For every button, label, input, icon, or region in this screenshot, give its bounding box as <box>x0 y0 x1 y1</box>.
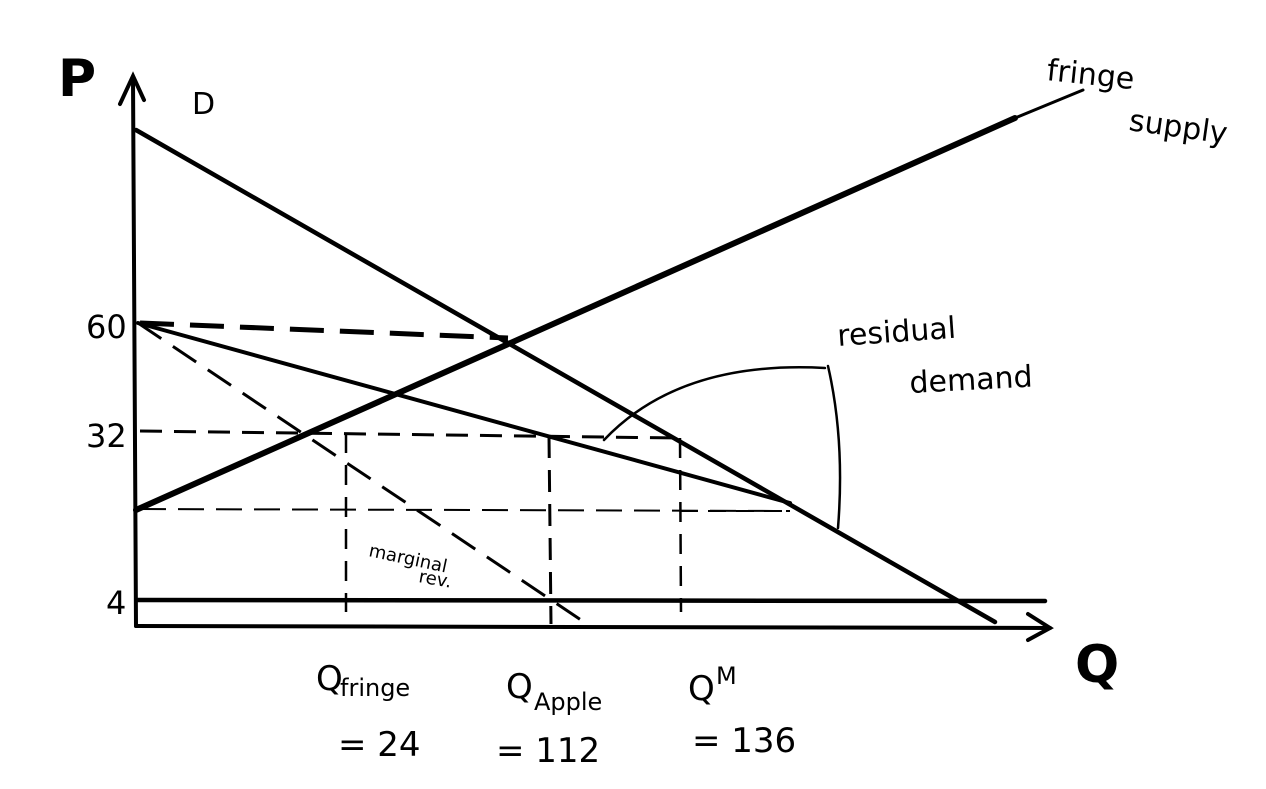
marginal-revenue-label-line2: rev. <box>417 566 453 592</box>
price-tick-32: 32 <box>86 417 127 455</box>
fringe-supply-label-line1: fringe <box>1045 53 1136 97</box>
q-fringe-label: Q fringe = 24 <box>316 659 421 765</box>
q-monopoly-letter: Q <box>688 669 715 709</box>
residual-demand-bracket <box>602 364 842 530</box>
guide-q-monopoly <box>678 437 683 613</box>
x-axis <box>134 624 1052 630</box>
q-apple-subscript: Apple <box>534 688 602 716</box>
price-tick-4: 4 <box>106 584 126 622</box>
q-apple-letter: Q <box>506 667 533 707</box>
q-monopoly-value: = 136 <box>692 721 796 761</box>
price-tick-60: 60 <box>86 308 127 346</box>
y-axis <box>131 76 138 628</box>
demand-label: D <box>192 87 215 122</box>
q-fringe-value: = 24 <box>338 725 421 765</box>
q-monopoly-label: Q M = 136 <box>688 662 796 761</box>
fringe-supply-curve <box>133 115 1018 513</box>
residual-demand-label-line1: residual <box>836 311 957 354</box>
marginal-revenue-curve <box>137 321 591 628</box>
residual-demand-curve <box>136 321 792 505</box>
q-fringe-subscript: fringe <box>340 674 410 702</box>
residual-demand-label-line2: demand <box>909 360 1034 401</box>
axes <box>118 71 1054 642</box>
guide-price-60 <box>139 320 509 341</box>
guide-q-apple <box>547 435 553 625</box>
x-axis-label: Q <box>1075 635 1119 695</box>
marginal-cost-line <box>135 597 1048 604</box>
q-apple-label: Q Apple = 112 <box>496 667 602 771</box>
fringe-supply-curve-tail <box>1013 88 1085 120</box>
x-axis-arrow <box>1026 612 1054 642</box>
guide-price-32 <box>139 429 679 440</box>
y-axis-arrow <box>118 71 146 106</box>
demand-curve <box>133 127 998 625</box>
y-axis-label: P <box>58 49 96 109</box>
fringe-supply-label-line2: supply <box>1127 103 1230 151</box>
q-fringe-letter: Q <box>316 659 343 699</box>
q-monopoly-superscript: M <box>716 662 737 690</box>
q-apple-value: = 112 <box>496 731 600 771</box>
guide-lines <box>139 320 791 625</box>
